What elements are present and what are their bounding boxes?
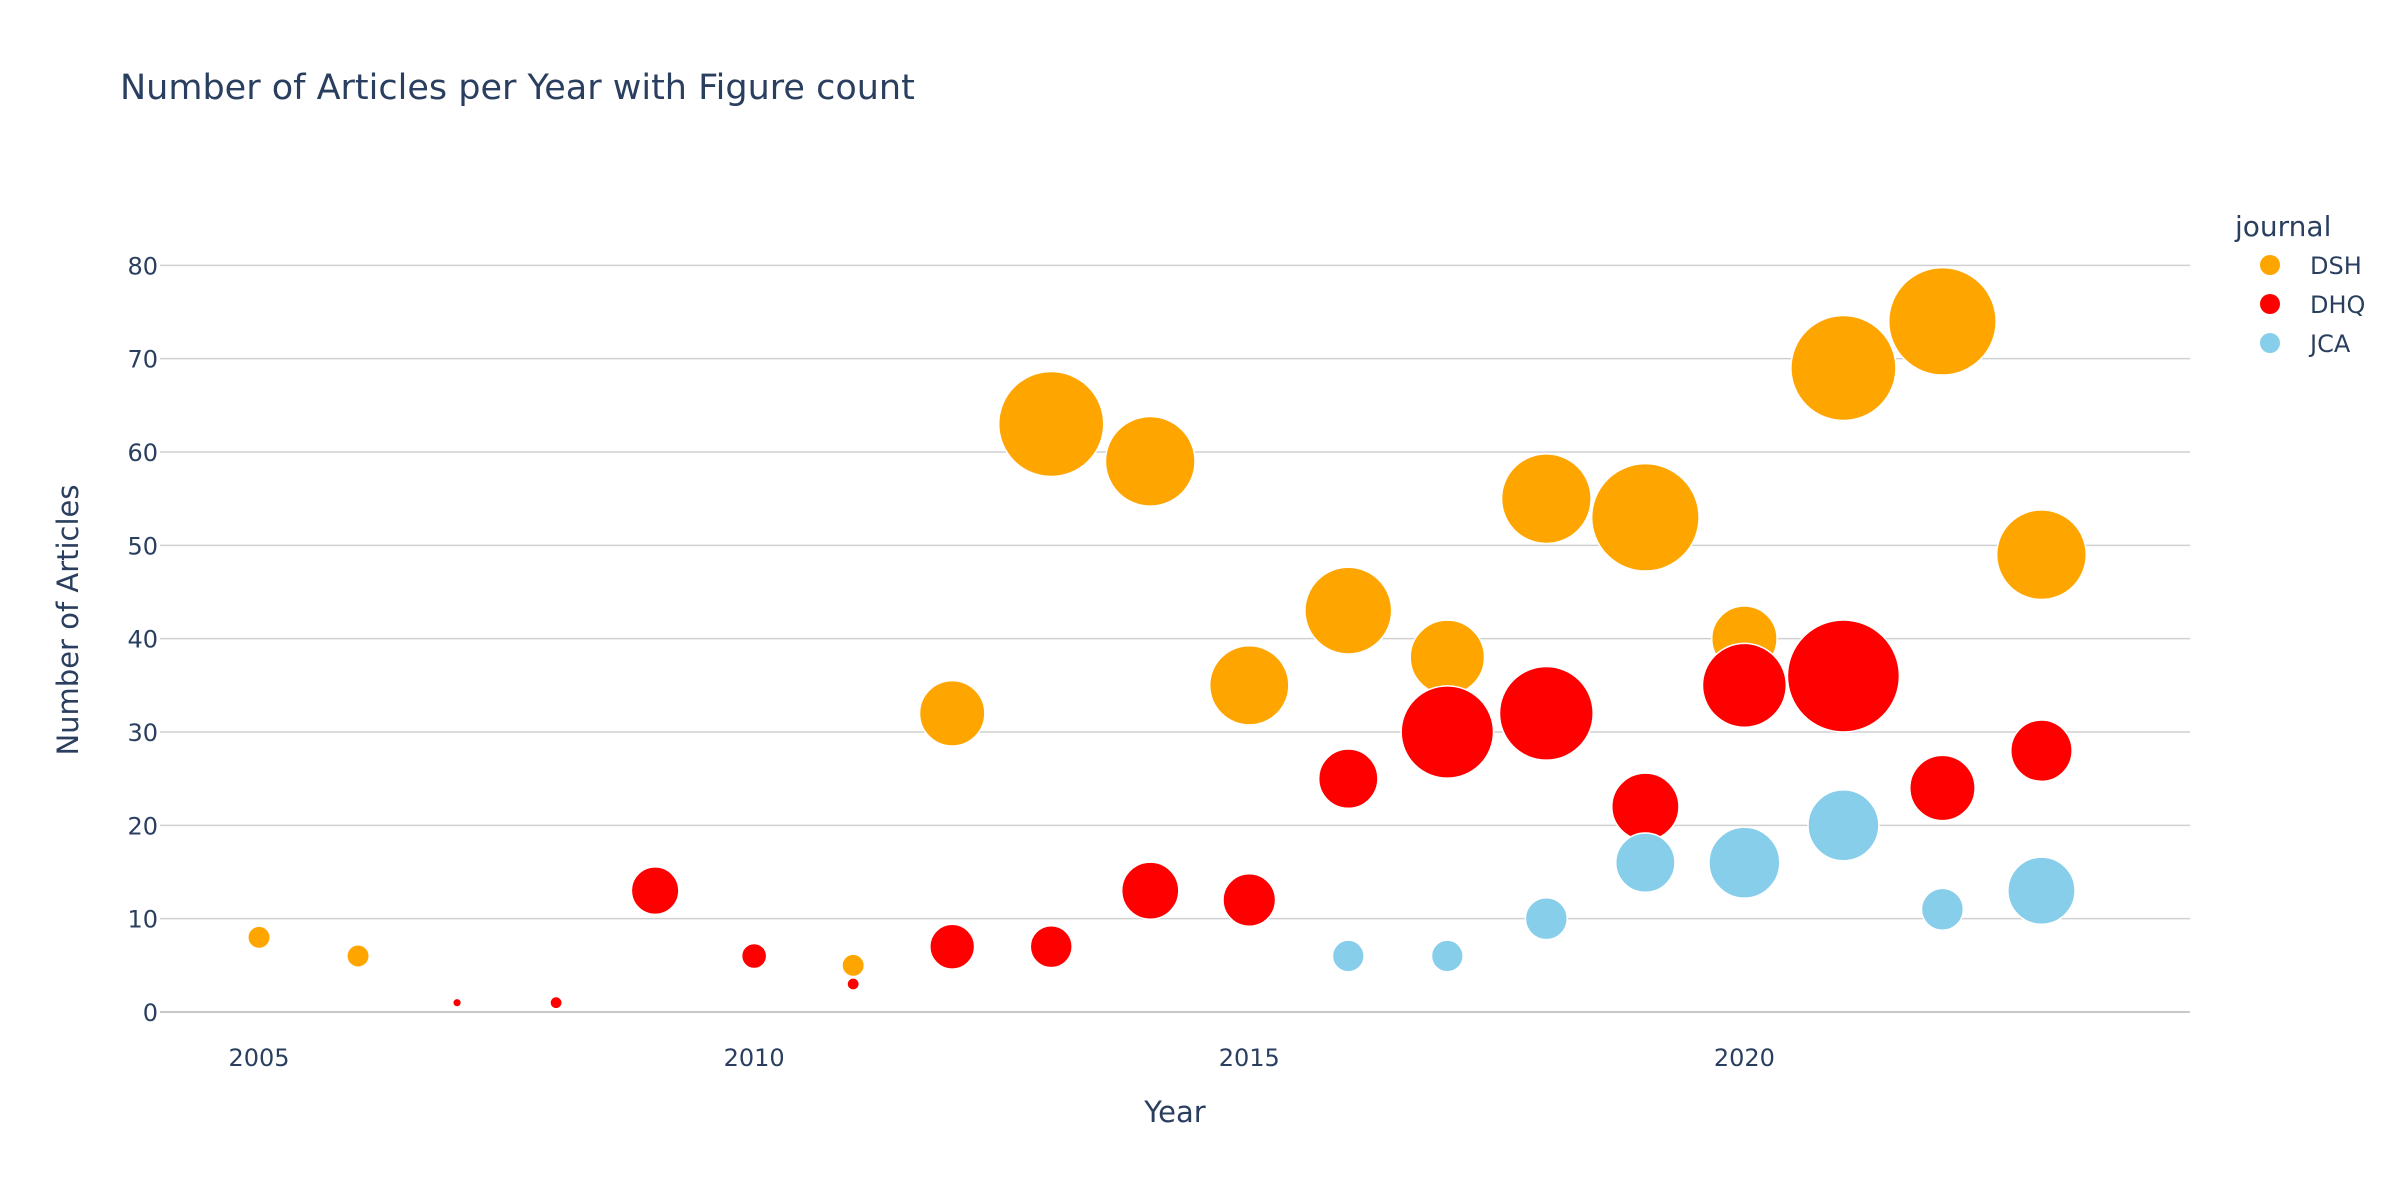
series-dsh (247, 266, 2088, 978)
bubble-dsh-2022[interactable] (1887, 266, 1997, 376)
bubble-dsh-2014[interactable] (1104, 415, 1196, 507)
y-tick-label: 30 (127, 719, 158, 747)
bubble-dhq-2009[interactable] (630, 866, 680, 916)
bubble-dsh-2015[interactable] (1208, 644, 1290, 726)
x-tick-label: 2005 (228, 1044, 289, 1072)
bubble-dhq-2008[interactable] (549, 995, 563, 1010)
bubble-jca-2023[interactable] (2007, 856, 2076, 926)
bubble-dhq-2014[interactable] (1120, 861, 1180, 920)
bubble-dsh-2006[interactable] (346, 944, 370, 968)
bubble-dhq-2022[interactable] (1909, 754, 1976, 822)
bubble-jca-2019[interactable] (1614, 832, 1676, 894)
legend-marker (2260, 333, 2280, 353)
series-jca (1331, 789, 2076, 973)
x-tick-label: 2010 (724, 1044, 785, 1072)
y-tick-label: 20 (127, 812, 158, 840)
bubble-dhq-2018[interactable] (1498, 665, 1594, 761)
legend-label: DSH (2310, 252, 2362, 280)
bubble-dsh-2005[interactable] (247, 925, 271, 950)
legend-items: DSH DHQ JCA (2260, 252, 2365, 358)
y-axis-title: Number of Articles (51, 484, 85, 755)
legend: journal DSH DHQ JCA (2234, 210, 2365, 358)
y-tick-label: 0 (143, 999, 158, 1027)
y-tick-label: 70 (127, 346, 158, 374)
legend-item-dhq[interactable]: DHQ (2260, 291, 2365, 319)
legend-item-dsh[interactable]: DSH (2260, 252, 2362, 280)
bubble-dhq-2012[interactable] (929, 923, 976, 970)
legend-title: journal (2234, 210, 2331, 243)
bubble-dsh-2019[interactable] (1590, 462, 1700, 572)
bubble-dhq-2011[interactable] (846, 977, 861, 991)
bubble-jca-2017[interactable] (1430, 939, 1464, 973)
bubble-dhq-2010[interactable] (740, 942, 768, 970)
bubble-dhq-2021[interactable] (1786, 619, 1901, 733)
x-tick-label: 2015 (1219, 1044, 1280, 1072)
bubble-dsh-2021[interactable] (1790, 314, 1897, 422)
bubble-jca-2018[interactable] (1524, 896, 1569, 941)
bubble-dhq-2007[interactable] (451, 997, 463, 1008)
bubble-dsh-2017[interactable] (1409, 619, 1486, 696)
y-axis-ticks: 0 10 20 30 40 50 60 70 80 (127, 252, 158, 1027)
bubble-jca-2020[interactable] (1708, 826, 1781, 899)
bubble-dsh-2011[interactable] (841, 953, 866, 978)
legend-label: JCA (2308, 330, 2351, 358)
x-tick-label: 2020 (1714, 1044, 1775, 1072)
bubble-dsh-2016[interactable] (1304, 566, 1393, 655)
bubble-dhq-2013[interactable] (1029, 924, 1073, 969)
bubble-dhq-2016[interactable] (1317, 748, 1379, 810)
bubble-dsh-2012[interactable] (918, 679, 986, 747)
legend-item-jca[interactable]: JCA (2260, 330, 2351, 358)
gridlines (160, 264, 2190, 1013)
y-tick-label: 60 (127, 439, 158, 467)
legend-marker (2260, 294, 2280, 314)
bubble-dsh-2023[interactable] (1995, 509, 2088, 601)
y-tick-label: 10 (127, 906, 158, 934)
bubble-jca-2021[interactable] (1807, 789, 1880, 862)
chart-title: Number of Articles per Year with Figure … (120, 68, 915, 108)
x-axis-title: Year (1143, 1095, 1205, 1129)
plot-area (247, 266, 2088, 1010)
bubble-dhq-2017[interactable] (1400, 685, 1495, 779)
y-tick-label: 80 (127, 252, 158, 280)
bubble-dhq-2023[interactable] (2010, 719, 2073, 783)
bubble-jca-2022[interactable] (1920, 887, 1965, 932)
bubble-dhq-2015[interactable] (1222, 872, 1277, 928)
bubble-dsh-2013[interactable] (997, 370, 1105, 478)
bubble-dhq-2020[interactable] (1701, 642, 1788, 728)
y-tick-label: 50 (127, 532, 158, 560)
x-axis-ticks: 2005 2010 2015 2020 (228, 1044, 1774, 1072)
legend-label: DHQ (2310, 291, 2365, 319)
bubble-dhq-2019[interactable] (1611, 772, 1680, 842)
series-dhq (451, 619, 2073, 1010)
bubble-dsh-2018[interactable] (1500, 453, 1592, 545)
y-tick-label: 40 (127, 626, 158, 654)
bubble-jca-2016[interactable] (1331, 939, 1365, 973)
legend-marker (2260, 255, 2280, 275)
